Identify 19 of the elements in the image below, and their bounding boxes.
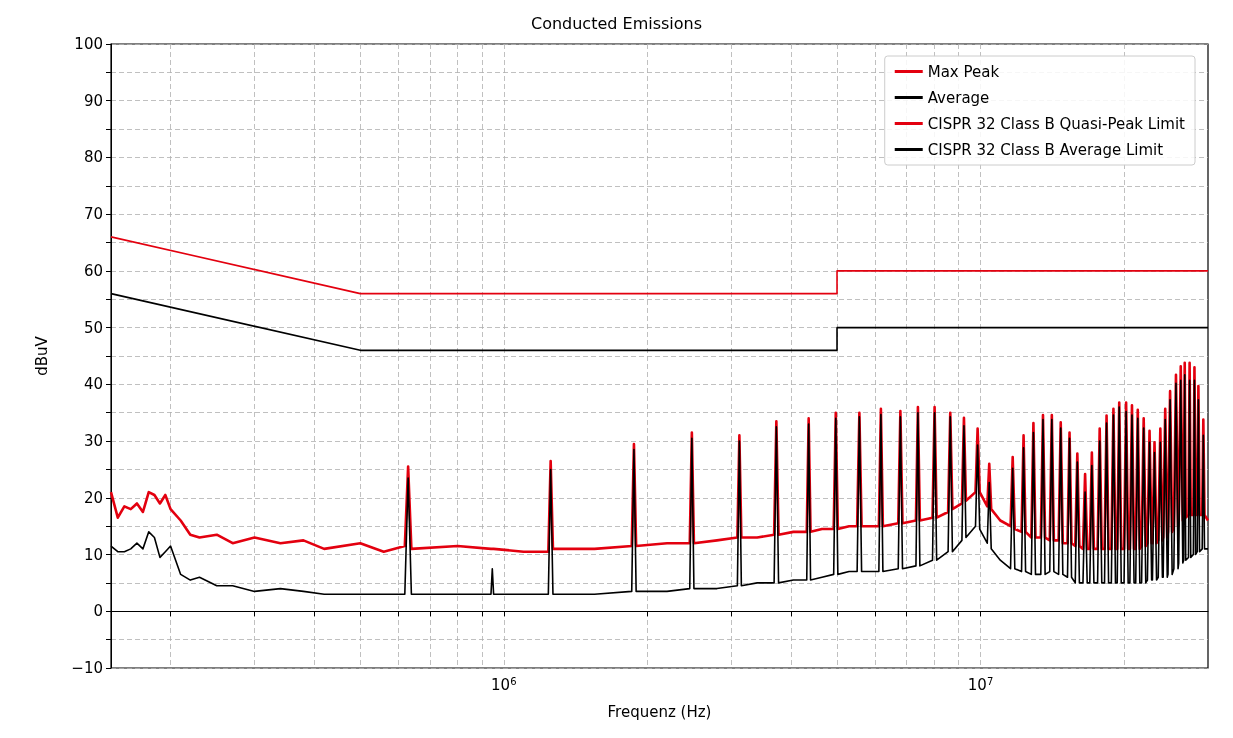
y-axis-title: dBuV bbox=[32, 335, 51, 376]
y-tick-label: 40 bbox=[83, 375, 103, 394]
y-tick-label: −10 bbox=[71, 659, 103, 677]
legend-label: Max Peak bbox=[927, 62, 1000, 81]
x-axis-title: Frequenz (Hz) bbox=[607, 702, 712, 721]
y-tick-label: 30 bbox=[83, 432, 103, 451]
y-tick-label: 20 bbox=[83, 488, 103, 507]
y-tick-label: 60 bbox=[83, 261, 103, 280]
y-tick-label: 100 bbox=[74, 35, 103, 53]
y-tick-label: 80 bbox=[83, 148, 103, 167]
y-tick-label: 50 bbox=[83, 318, 103, 337]
y-tick-label: 90 bbox=[83, 91, 103, 110]
legend-label: Average bbox=[927, 88, 990, 107]
y-tick-label: 0 bbox=[93, 602, 103, 621]
legend-label: CISPR 32 Class B Average Limit bbox=[927, 140, 1164, 159]
y-tick-label: 10 bbox=[83, 545, 103, 564]
legend-label: CISPR 32 Class B Quasi-Peak Limit bbox=[927, 114, 1186, 133]
chart-title: Conducted Emissions bbox=[530, 13, 703, 33]
y-tick-label: 70 bbox=[83, 205, 103, 224]
